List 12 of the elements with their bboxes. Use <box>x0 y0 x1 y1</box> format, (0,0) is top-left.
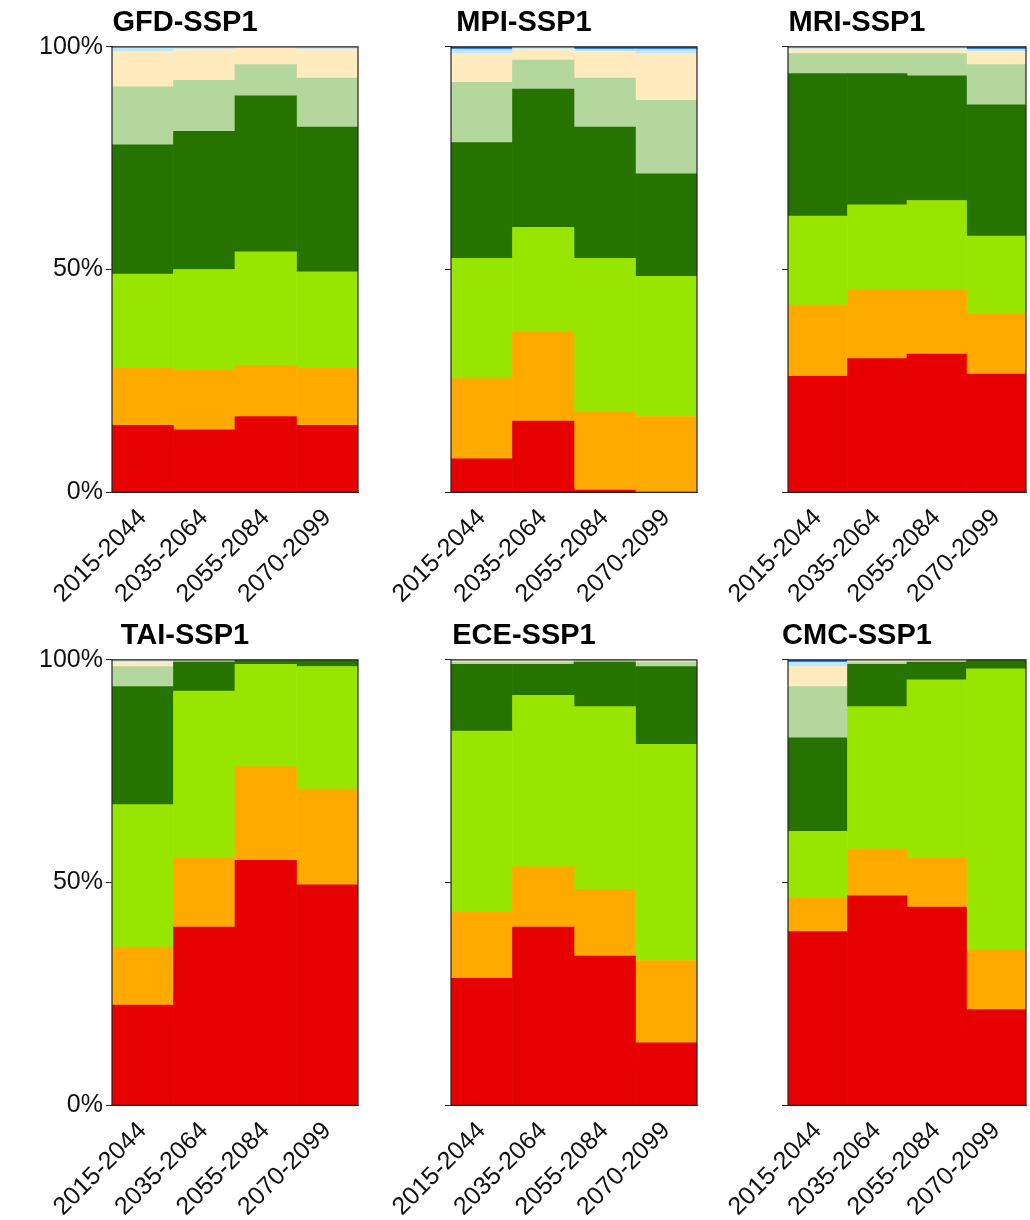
chart-title: CMC-SSP1 <box>782 618 932 651</box>
y-tick-label: 100% <box>39 30 103 59</box>
y-tick-label: 50% <box>52 253 103 282</box>
y-tick-label: 0% <box>66 476 103 505</box>
y-tick-label: 50% <box>52 866 103 895</box>
chart-title: MRI-SSP1 <box>788 5 926 38</box>
chart-title: TAI-SSP1 <box>120 618 250 651</box>
y-tick-label: 100% <box>39 643 103 672</box>
chart-title: ECE-SSP1 <box>452 618 596 651</box>
chart-title: GFD-SSP1 <box>112 5 258 38</box>
y-tick-label: 0% <box>66 1089 103 1118</box>
chart-title: MPI-SSP1 <box>456 5 592 38</box>
